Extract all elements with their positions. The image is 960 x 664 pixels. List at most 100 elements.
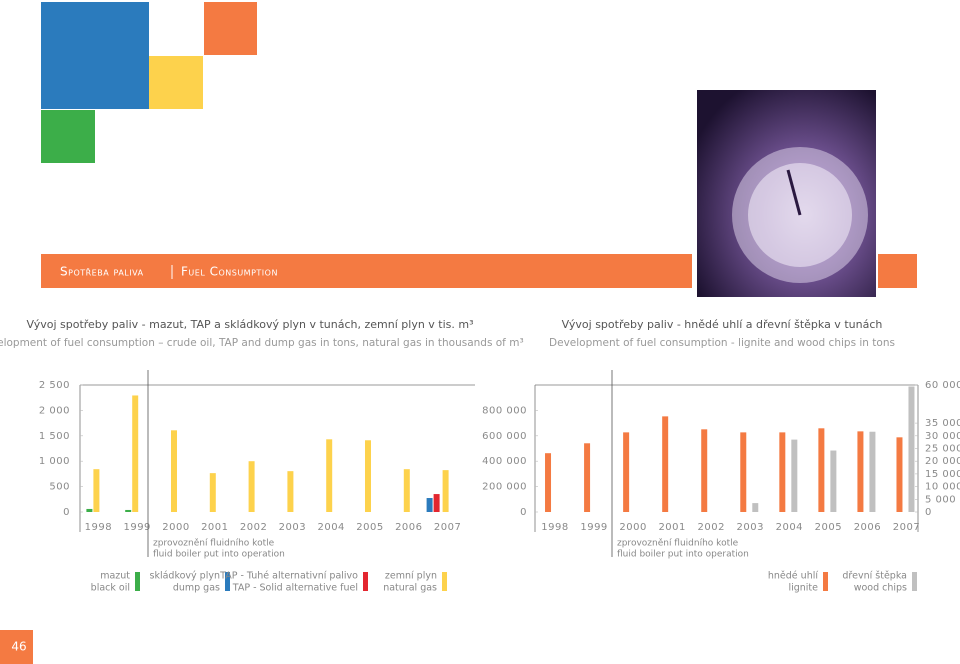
x-tick-label: 2001 bbox=[658, 522, 685, 533]
y-tick-label: 200 000 bbox=[482, 482, 527, 493]
y-tick-label: 2 000 bbox=[39, 405, 70, 416]
page-number: 46 bbox=[11, 640, 26, 654]
legend-label-en: TAP - Solid alternative fuel bbox=[232, 583, 358, 594]
bar bbox=[287, 471, 294, 512]
deco-square bbox=[41, 110, 95, 163]
legend-label: skládkový plyn bbox=[150, 571, 221, 582]
bar bbox=[326, 439, 333, 512]
annotation: fluid boiler put into operation bbox=[153, 550, 285, 560]
deco-square bbox=[204, 2, 257, 55]
bar bbox=[857, 431, 864, 512]
bar bbox=[365, 440, 371, 512]
section-title-en: Fuel Consumption bbox=[181, 265, 278, 279]
bar bbox=[779, 432, 786, 512]
bar bbox=[869, 431, 876, 512]
page-number-box bbox=[0, 630, 33, 664]
y2-tick-label: 60 000 bbox=[925, 380, 960, 391]
deco-square bbox=[41, 2, 149, 109]
annotation: zprovoznění fluidního kotle bbox=[153, 539, 275, 549]
legend-label-en: dump gas bbox=[173, 583, 220, 594]
bar bbox=[908, 386, 915, 512]
legend-swatch bbox=[823, 572, 828, 591]
x-tick-label: 2007 bbox=[893, 522, 920, 533]
chart-title: Vývoj spotřeby paliv - hnědé uhlí a dřev… bbox=[562, 318, 883, 331]
banner bbox=[41, 254, 692, 288]
x-tick-label: 1999 bbox=[123, 522, 150, 533]
bar bbox=[433, 494, 440, 512]
x-tick-label: 2004 bbox=[317, 522, 344, 533]
bar bbox=[623, 432, 630, 512]
legend-label-en: black oil bbox=[91, 583, 130, 594]
x-tick-label: 2006 bbox=[854, 522, 881, 533]
legend-label-en: natural gas bbox=[383, 583, 437, 594]
bar bbox=[584, 443, 591, 512]
bar bbox=[701, 429, 708, 512]
legend-swatch bbox=[225, 572, 230, 591]
banner bbox=[878, 254, 917, 288]
x-tick-label: 1998 bbox=[541, 522, 568, 533]
bar bbox=[752, 503, 759, 512]
y-tick-label: 600 000 bbox=[482, 431, 527, 442]
bar bbox=[662, 416, 669, 512]
x-tick-label: 1998 bbox=[85, 522, 112, 533]
y2-tick-label: 15 000 bbox=[925, 469, 960, 480]
y-tick-label: 500 bbox=[49, 482, 70, 493]
y2-tick-label: 0 bbox=[925, 507, 932, 518]
y-tick-label: 1 500 bbox=[39, 431, 70, 442]
chart-subtitle: Development of fuel consumption - lignit… bbox=[549, 337, 895, 349]
y2-tick-label: 10 000 bbox=[925, 482, 960, 493]
bar bbox=[248, 461, 255, 512]
y2-tick-label: 20 000 bbox=[925, 456, 960, 467]
deco-square bbox=[149, 56, 203, 109]
y-tick-label: 1 000 bbox=[39, 456, 70, 467]
y-tick-label: 0 bbox=[63, 507, 70, 518]
chart-title: Vývoj spotřeby paliv - mazut, TAP a sklá… bbox=[26, 318, 473, 331]
y2-tick-label: 5 000 bbox=[925, 494, 956, 505]
bar bbox=[132, 395, 139, 512]
y2-tick-label: 25 000 bbox=[925, 444, 960, 455]
legend-label: dřevní štěpka bbox=[842, 571, 907, 582]
bar bbox=[125, 509, 132, 512]
x-tick-label: 2002 bbox=[697, 522, 724, 533]
legend-label-en: wood chips bbox=[854, 583, 907, 594]
bar bbox=[209, 473, 216, 512]
y-tick-label: 2 500 bbox=[39, 380, 70, 391]
bar bbox=[896, 437, 903, 512]
x-tick-label: 2005 bbox=[356, 522, 383, 533]
x-tick-label: 1999 bbox=[580, 522, 607, 533]
legend-label: hnědé uhlí bbox=[768, 571, 818, 582]
legend-label-en: lignite bbox=[788, 583, 818, 594]
bar bbox=[791, 439, 798, 512]
bar bbox=[93, 469, 100, 512]
x-tick-label: 2000 bbox=[619, 522, 646, 533]
bar bbox=[403, 469, 410, 512]
annotation: zprovoznění fluidního kotle bbox=[617, 539, 739, 549]
bar bbox=[830, 450, 837, 512]
y-tick-label: 800 000 bbox=[482, 405, 527, 416]
bar bbox=[442, 470, 449, 512]
annotation: fluid boiler put into operation bbox=[617, 550, 749, 560]
y-tick-label: 0 bbox=[520, 507, 527, 518]
y2-tick-label: 30 000 bbox=[925, 431, 960, 442]
x-tick-label: 2002 bbox=[240, 522, 267, 533]
legend-swatch bbox=[135, 572, 140, 591]
y-tick-label: 400 000 bbox=[482, 456, 527, 467]
x-tick-label: 2001 bbox=[201, 522, 228, 533]
bar bbox=[86, 508, 93, 512]
bar bbox=[545, 453, 552, 512]
x-tick-label: 2005 bbox=[815, 522, 842, 533]
legend-swatch bbox=[363, 572, 368, 591]
bar bbox=[171, 430, 177, 512]
x-tick-label: 2003 bbox=[737, 522, 764, 533]
legend-swatch bbox=[442, 572, 447, 591]
legend-label: zemní plyn bbox=[385, 571, 437, 582]
legend-label: TAP - Tuhé alternativní palivo bbox=[219, 571, 358, 582]
bar bbox=[426, 498, 433, 512]
legend-swatch bbox=[912, 572, 917, 591]
x-tick-label: 2003 bbox=[279, 522, 306, 533]
x-tick-label: 2006 bbox=[395, 522, 422, 533]
photo bbox=[697, 90, 876, 297]
y2-tick-label: 35 000 bbox=[925, 418, 960, 429]
legend-label: mazut bbox=[100, 571, 130, 582]
